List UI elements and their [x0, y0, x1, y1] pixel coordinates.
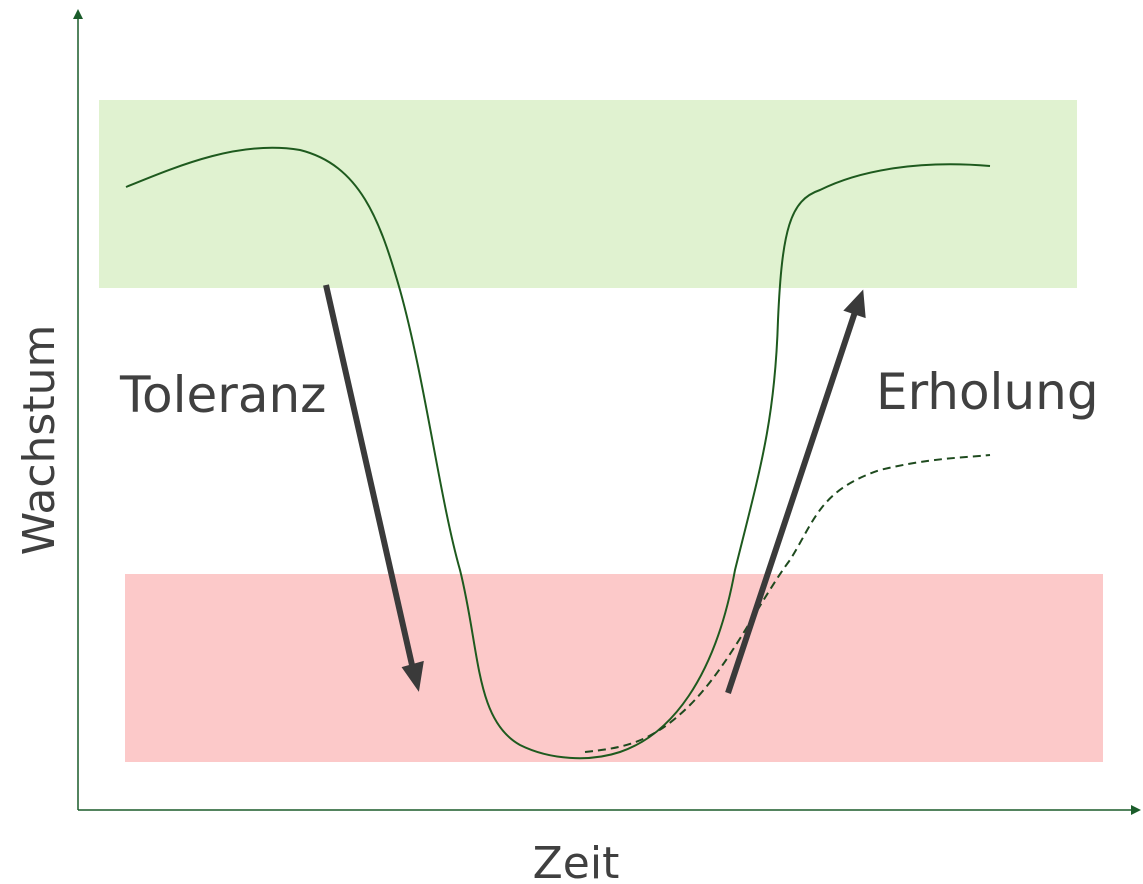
- tolerance-arrow-head: [401, 660, 424, 692]
- optimal-zone: [99, 100, 1077, 288]
- growth-curve: [125, 146, 991, 760]
- tolerance-label: Toleranz: [119, 366, 326, 424]
- recovery-arrow: [725, 311, 858, 694]
- tolerance-arrow: [323, 284, 415, 666]
- recovery-label: Erholung: [876, 363, 1099, 421]
- y-axis-label: Wachstum: [14, 325, 65, 556]
- stress-zone: [125, 574, 1103, 762]
- x-axis-label: Zeit: [533, 838, 620, 884]
- recovery-curve: [584, 454, 991, 753]
- recovery-arrow-head: [843, 289, 866, 319]
